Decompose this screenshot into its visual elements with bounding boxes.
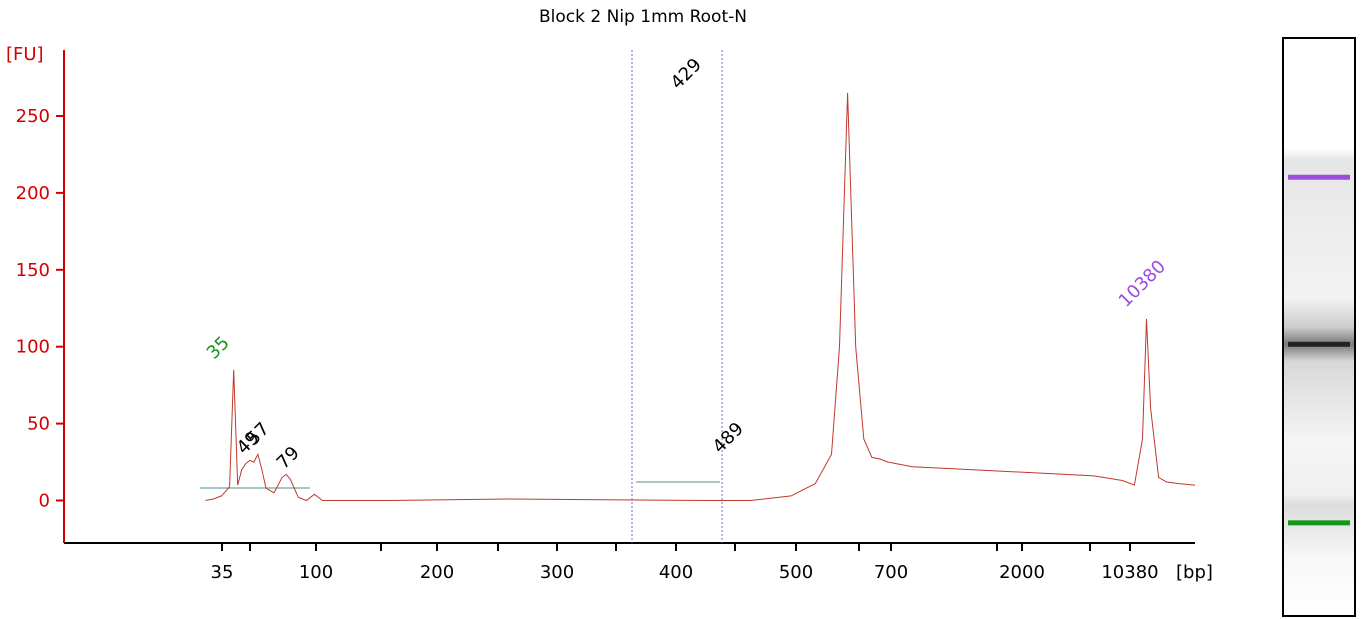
y-tick-label: 200 bbox=[16, 183, 50, 204]
x-tick-label: 100 bbox=[299, 562, 333, 583]
chart-title: Block 2 Nip 1mm Root-N bbox=[539, 7, 747, 27]
gel-lane bbox=[1282, 37, 1356, 617]
x-tick-label: 35 bbox=[211, 562, 234, 583]
peak-label: 35 bbox=[203, 332, 234, 363]
gel-lane-image bbox=[1284, 39, 1354, 615]
x-tick-label: 200 bbox=[420, 562, 454, 583]
trace-line bbox=[205, 92, 1196, 502]
y-tick-label: 100 bbox=[16, 337, 50, 358]
y-axis-label: [FU] bbox=[6, 44, 44, 65]
x-tick-label: 300 bbox=[540, 562, 574, 583]
region-markers bbox=[631, 50, 723, 543]
x-tick-label: 400 bbox=[659, 562, 693, 583]
gel-band-lower-marker bbox=[1288, 520, 1350, 526]
peak-label: 79 bbox=[273, 442, 304, 473]
x-tick-label: 500 bbox=[779, 562, 813, 583]
peak-label: 429 bbox=[667, 54, 706, 93]
y-tick-label: 50 bbox=[27, 414, 50, 435]
y-tick-label: 0 bbox=[39, 491, 50, 512]
x-tick-label: 10380 bbox=[1101, 562, 1158, 583]
trace-layer bbox=[205, 92, 1196, 502]
y-tick-label: 250 bbox=[16, 106, 50, 127]
peak-label: 10380 bbox=[1115, 256, 1170, 311]
x-tick-label: 700 bbox=[874, 562, 908, 583]
gel-smear bbox=[1284, 39, 1354, 615]
x-tick-label: 2000 bbox=[999, 562, 1045, 583]
gel-band-main-band bbox=[1288, 341, 1350, 347]
x-axis-label: [bp] bbox=[1176, 562, 1213, 583]
gel-band-upper-marker bbox=[1288, 174, 1350, 180]
peak-baselines bbox=[200, 481, 720, 489]
y-tick-label: 150 bbox=[16, 260, 50, 281]
x-axis: 35 100 200 300 400 500 700 2000 10380 bbox=[64, 542, 1195, 583]
peak-label: 489 bbox=[709, 418, 748, 457]
y-axis: 0 50 100 150 200 250 bbox=[16, 50, 65, 543]
